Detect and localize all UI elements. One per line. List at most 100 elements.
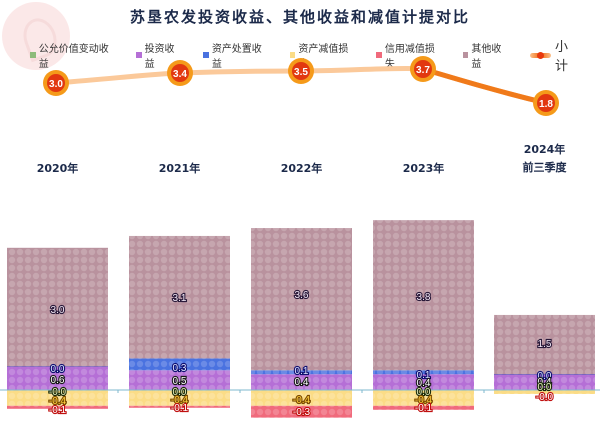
bar-pattern <box>251 405 352 418</box>
bar-pattern <box>129 370 230 390</box>
total-marker-core <box>47 74 65 92</box>
x-axis-label-line: 2020年 <box>36 162 79 175</box>
legend-item[interactable]: 投资收益 <box>135 40 183 70</box>
data-label: 3.0 <box>51 305 65 316</box>
data-label: 3.8 <box>417 292 431 303</box>
legend-item[interactable]: 信用减值损失 <box>376 40 443 70</box>
bar-group[interactable] <box>129 235 230 408</box>
x-axis-label: 2023年 <box>374 160 474 178</box>
data-label: -0.0 <box>536 392 554 403</box>
data-label: -0.1 <box>49 405 67 416</box>
bar-pattern <box>251 228 352 371</box>
bar-pattern <box>129 390 230 406</box>
legend-label: 资产处置收益 <box>211 44 262 70</box>
x-axis-label-line: 2021年 <box>158 162 201 175</box>
legend-swatch-icon <box>30 52 36 58</box>
legend-swatch-icon <box>135 52 142 58</box>
x-axis-label: 2020年 <box>8 160 108 178</box>
data-label: 3.1 <box>173 293 187 304</box>
legend-item[interactable]: 公允价值变动收益 <box>30 40 116 70</box>
data-label: 0.4 <box>417 378 431 389</box>
data-label: -0.1 <box>171 403 189 414</box>
x-axis-label: 2021年 <box>130 160 230 178</box>
data-label: 0.0 <box>417 387 431 398</box>
total-label: 1.8 <box>539 99 553 110</box>
bar-pattern <box>7 405 108 409</box>
bar-group[interactable] <box>373 220 474 410</box>
x-axis-label: 2024年前三季度 <box>495 141 595 177</box>
data-label: 0.5 <box>173 376 187 387</box>
data-label: -0.3 <box>293 407 311 418</box>
bar-pattern <box>7 247 108 367</box>
total-label: 3.0 <box>49 79 63 90</box>
data-label: 0.3 <box>173 363 187 374</box>
data-label: 1.5 <box>538 339 552 350</box>
watermark-logo <box>2 2 70 70</box>
data-label: -0.4 <box>415 395 433 406</box>
bar-pattern <box>494 390 595 394</box>
total-label: 3.7 <box>416 65 430 76</box>
chart-title: 苏垦农发投资收益、其他收益和减值计提对比 <box>129 8 470 26</box>
legend-item[interactable]: 其他收益 <box>462 40 510 70</box>
bar-pattern <box>373 390 474 406</box>
bar-group[interactable] <box>7 247 108 409</box>
data-label: 0.0 <box>173 387 187 398</box>
total-label: 3.5 <box>294 67 308 78</box>
total-marker-core <box>171 64 189 82</box>
data-label: 0.1 <box>295 366 309 377</box>
bar-pattern <box>251 390 352 406</box>
bar-pattern <box>251 374 352 390</box>
bar-group[interactable] <box>494 314 595 394</box>
x-axis-label-line: 前三季度 <box>522 161 567 174</box>
line-marker-icon <box>529 51 551 59</box>
bar-pattern <box>373 405 474 410</box>
legend-swatch-icon <box>289 52 296 58</box>
bar-pattern <box>373 220 474 371</box>
bar-pattern <box>129 235 230 359</box>
data-label: 3.6 <box>295 290 309 301</box>
data-label: 0.4 <box>295 377 309 388</box>
x-axis-label: 2022年 <box>252 160 352 178</box>
x-axis-label-line: 2023年 <box>402 162 445 175</box>
legend-item-total[interactable]: 小计 <box>529 36 580 74</box>
legend-swatch-icon <box>203 52 209 58</box>
bar-pattern <box>373 374 474 390</box>
data-label: 0.0 <box>538 382 552 393</box>
bar-pattern <box>494 374 595 390</box>
legend-label: 投资收益 <box>144 44 175 70</box>
legend-swatch-icon <box>462 52 469 58</box>
total-marker-core <box>537 94 555 112</box>
total-marker-core <box>414 60 432 78</box>
data-label: -0.1 <box>415 403 433 414</box>
total-label: 3.4 <box>173 69 187 80</box>
x-axis-label-line: 2024年 <box>523 143 566 156</box>
data-label: 0.4 <box>538 377 552 388</box>
x-axis-label-line: 2022年 <box>280 162 323 175</box>
bar-group[interactable] <box>251 228 352 418</box>
legend: 公允价值变动收益投资收益资产处置收益资产减值损失信用减值损失其他收益小计 <box>30 36 600 74</box>
data-label: 0.0 <box>51 364 65 375</box>
legend-label: 公允价值变动收益 <box>38 44 109 70</box>
data-label: -0.0 <box>49 387 67 398</box>
total-line-segment <box>420 66 549 106</box>
data-label: -0.4 <box>293 395 311 406</box>
data-label: 0.1 <box>417 370 431 381</box>
bar-pattern <box>7 390 108 406</box>
bar-pattern <box>129 358 230 371</box>
bar-pattern <box>7 366 108 390</box>
legend-swatch-icon <box>376 52 382 58</box>
legend-label: 其他收益 <box>471 44 502 70</box>
bar-pattern <box>129 405 230 408</box>
legend-label: 信用减值损失 <box>384 44 435 70</box>
legend-item[interactable]: 资产处置收益 <box>203 40 270 70</box>
data-label: 0.0 <box>538 371 552 382</box>
bar-pattern <box>494 314 595 375</box>
total-marker-core <box>292 62 310 80</box>
data-label: -0.4 <box>171 395 189 406</box>
bar-pattern <box>373 370 474 375</box>
bar-pattern <box>251 370 352 375</box>
data-label: -0.4 <box>49 396 67 407</box>
legend-label: 小计 <box>554 40 568 74</box>
data-label: 0.6 <box>51 375 65 386</box>
